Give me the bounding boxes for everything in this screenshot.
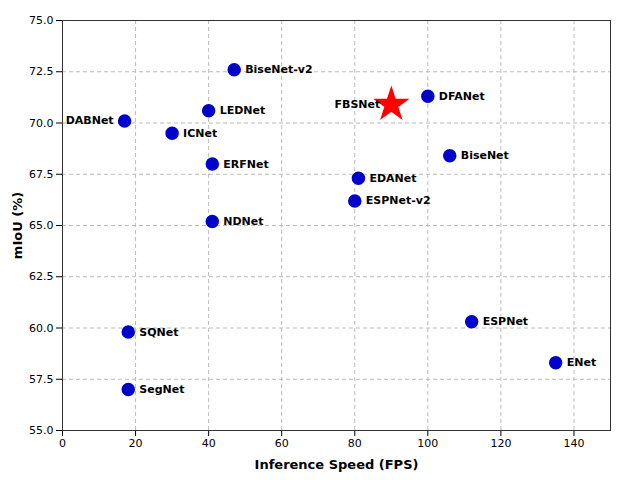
svg-text:ICNet: ICNet	[183, 127, 217, 140]
svg-text:67.5: 67.5	[29, 168, 54, 181]
svg-text:BiseNet: BiseNet	[461, 149, 509, 162]
svg-text:65.0: 65.0	[29, 219, 54, 232]
svg-text:72.5: 72.5	[29, 65, 54, 78]
svg-text:60.0: 60.0	[29, 322, 54, 335]
svg-text:20: 20	[129, 437, 143, 450]
svg-text:DFANet: DFANet	[439, 90, 485, 103]
svg-text:120: 120	[490, 437, 511, 450]
svg-text:Inference Speed (FPS): Inference Speed (FPS)	[255, 457, 419, 472]
svg-text:62.5: 62.5	[29, 270, 54, 283]
svg-text:60: 60	[275, 437, 289, 450]
svg-text:BiseNet-v2: BiseNet-v2	[245, 63, 312, 76]
svg-text:SegNet: SegNet	[139, 383, 184, 396]
svg-text:NDNet: NDNet	[223, 215, 263, 228]
svg-text:LEDNet: LEDNet	[220, 104, 266, 117]
svg-text:FBSNet: FBSNet	[335, 98, 381, 111]
svg-text:40: 40	[202, 437, 216, 450]
svg-text:70.0: 70.0	[29, 117, 54, 130]
svg-text:0: 0	[59, 437, 66, 450]
svg-text:55.0: 55.0	[29, 424, 54, 437]
svg-text:57.5: 57.5	[29, 373, 54, 386]
svg-text:mIoU (%): mIoU (%)	[10, 192, 25, 259]
svg-text:ESPNet-v2: ESPNet-v2	[366, 194, 431, 207]
svg-text:SQNet: SQNet	[139, 326, 178, 339]
svg-text:EDANet: EDANet	[369, 172, 416, 185]
svg-text:140: 140	[563, 437, 584, 450]
svg-text:DABNet: DABNet	[66, 114, 114, 127]
svg-text:75.0: 75.0	[29, 14, 54, 27]
svg-text:ERFNet: ERFNet	[223, 158, 268, 171]
svg-text:ESPNet: ESPNet	[483, 315, 528, 328]
svg-text:100: 100	[417, 437, 438, 450]
svg-text:ENet: ENet	[567, 356, 596, 369]
svg-text:80: 80	[348, 437, 362, 450]
